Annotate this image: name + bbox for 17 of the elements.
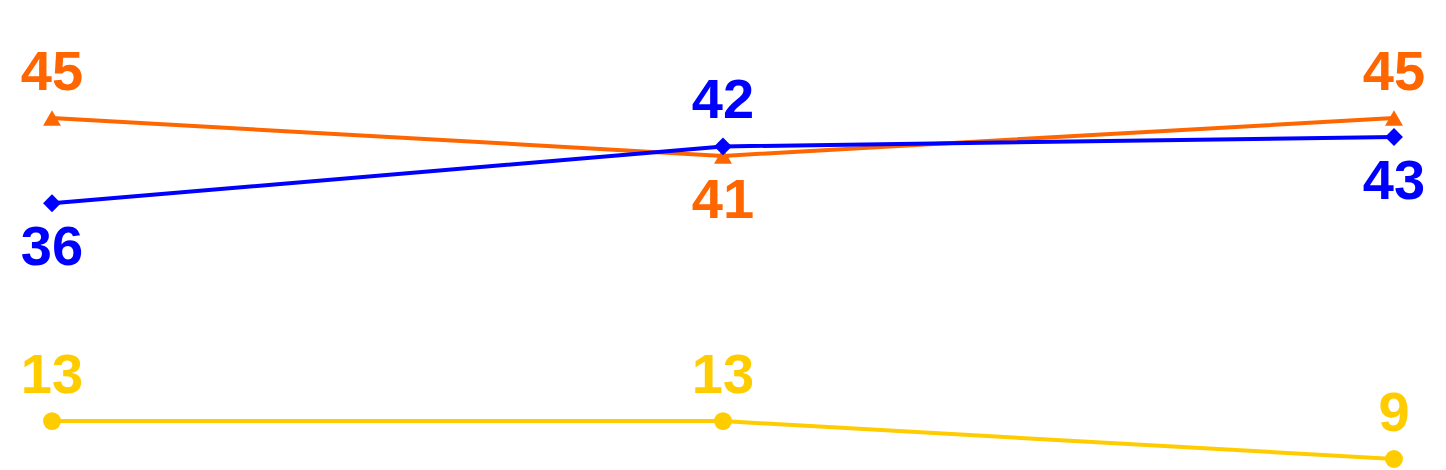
point	[714, 412, 732, 431]
data-label: 45	[20, 39, 84, 103]
data-label: 13	[691, 342, 755, 406]
point	[43, 110, 61, 126]
data-label: 13	[20, 342, 84, 406]
data-label: 45	[1362, 39, 1426, 103]
point	[1385, 450, 1403, 468]
point	[1385, 110, 1403, 126]
point	[714, 137, 732, 156]
data-label: 43	[1362, 147, 1426, 211]
data-label: 36	[20, 214, 84, 278]
point	[43, 412, 61, 431]
point	[1385, 128, 1403, 146]
data-label: 41	[691, 166, 755, 230]
data-label: 9	[1378, 379, 1410, 443]
point	[43, 194, 61, 213]
data-label: 42	[691, 67, 755, 131]
